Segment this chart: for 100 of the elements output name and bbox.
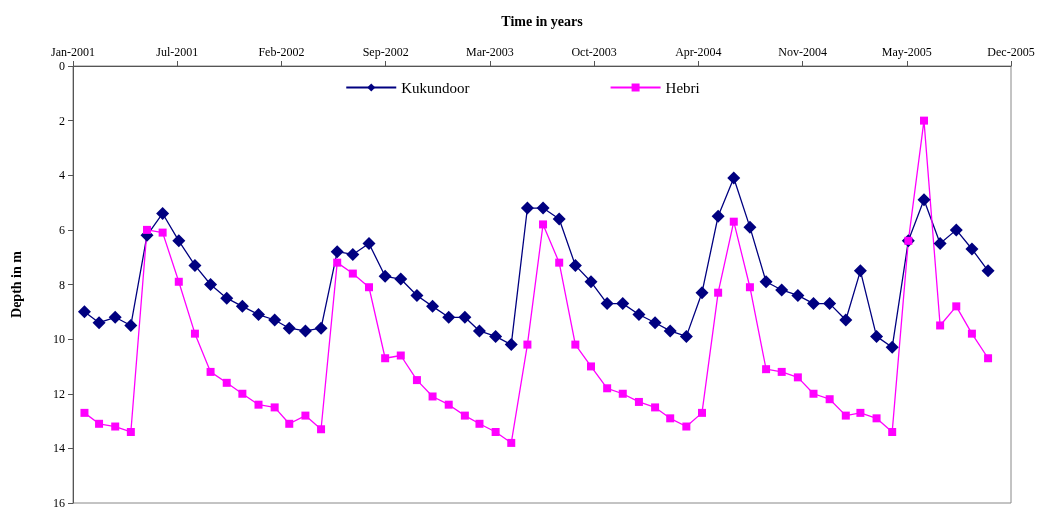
point: [603, 384, 612, 393]
point: [791, 288, 805, 302]
point: [666, 414, 675, 423]
point: [651, 403, 660, 412]
point: [727, 171, 741, 185]
y-tick-label: 8: [59, 277, 65, 292]
point: [222, 378, 231, 387]
point: [426, 299, 440, 313]
point: [206, 367, 215, 376]
point: [317, 425, 326, 434]
point: [504, 338, 518, 352]
point: [714, 288, 723, 297]
y-tick-label: 14: [53, 441, 65, 456]
x-tick-label: May-2005: [881, 45, 932, 59]
point: [841, 411, 850, 420]
point: [762, 365, 771, 374]
x-tick-label: Nov-2004: [778, 45, 827, 59]
point: [634, 397, 643, 406]
point: [885, 340, 899, 354]
point: [158, 228, 167, 237]
point: [333, 258, 342, 267]
x-tick-label: Sep-2002: [362, 45, 409, 59]
point: [965, 242, 979, 256]
point: [220, 291, 234, 305]
point: [442, 310, 456, 324]
point: [933, 237, 947, 251]
point: [600, 297, 614, 311]
point: [172, 234, 186, 248]
point: [204, 278, 218, 291]
point: [711, 209, 725, 223]
x-tick-label: Apr-2004: [675, 45, 722, 59]
y-tick-label: 16: [53, 496, 65, 510]
y-tick-label: 0: [59, 59, 65, 73]
y-tick-label: 10: [53, 332, 65, 347]
point: [412, 376, 421, 385]
point: [282, 321, 296, 335]
x-tick-label: Jan-2001: [51, 45, 95, 59]
x-axis-title: Time in years: [501, 13, 584, 29]
point: [330, 245, 344, 259]
point: [95, 419, 104, 428]
point: [809, 389, 818, 398]
point: [823, 297, 837, 311]
x-tick-label: Jul-2001: [156, 45, 199, 59]
point: [428, 392, 437, 401]
point: [695, 286, 709, 300]
point: [679, 329, 693, 343]
point: [949, 223, 963, 237]
y-tick-label: 2: [59, 113, 65, 128]
point: [825, 395, 834, 404]
point: [396, 351, 405, 360]
point: [491, 427, 500, 436]
x-tick-label: Feb-2002: [258, 45, 305, 59]
point: [775, 283, 789, 297]
point: [584, 275, 598, 289]
point: [571, 340, 580, 349]
point: [378, 269, 392, 283]
point: [919, 116, 928, 125]
x-tick-label: Oct-2003: [571, 45, 617, 59]
point: [984, 354, 993, 363]
x-tick-label: Mar-2003: [466, 45, 514, 59]
legend-label: Kukundoor: [401, 79, 470, 96]
point: [346, 247, 360, 261]
point: [853, 264, 867, 278]
point: [870, 329, 884, 343]
point: [552, 212, 566, 226]
point: [444, 400, 453, 409]
point: [632, 308, 646, 322]
point: [759, 275, 773, 289]
point: [268, 313, 282, 327]
point: [77, 305, 91, 319]
point: [489, 329, 503, 343]
point: [743, 220, 757, 234]
point: [108, 310, 122, 324]
point: [648, 316, 662, 330]
y-axis-title: Depth in m: [8, 250, 24, 318]
point: [807, 297, 820, 311]
legend-label: Hebri: [665, 79, 700, 96]
point: [793, 373, 802, 382]
point: [126, 427, 135, 436]
point: [298, 324, 312, 338]
point: [872, 414, 881, 423]
point: [381, 354, 390, 363]
point: [568, 258, 582, 272]
point: [394, 272, 408, 286]
point: [458, 310, 472, 324]
x-tick-label: Dec-2005: [987, 45, 1035, 59]
y-tick-label: 4: [59, 168, 65, 183]
point: [92, 316, 106, 330]
point: [520, 201, 534, 215]
point: [839, 313, 853, 327]
point: [618, 389, 627, 398]
point: [523, 340, 532, 349]
point: [507, 438, 516, 447]
y-tick-label: 6: [59, 222, 65, 237]
point: [235, 299, 249, 313]
point: [536, 201, 550, 215]
point: [745, 283, 754, 292]
point: [856, 408, 865, 417]
point: [348, 269, 357, 278]
point: [301, 411, 310, 420]
